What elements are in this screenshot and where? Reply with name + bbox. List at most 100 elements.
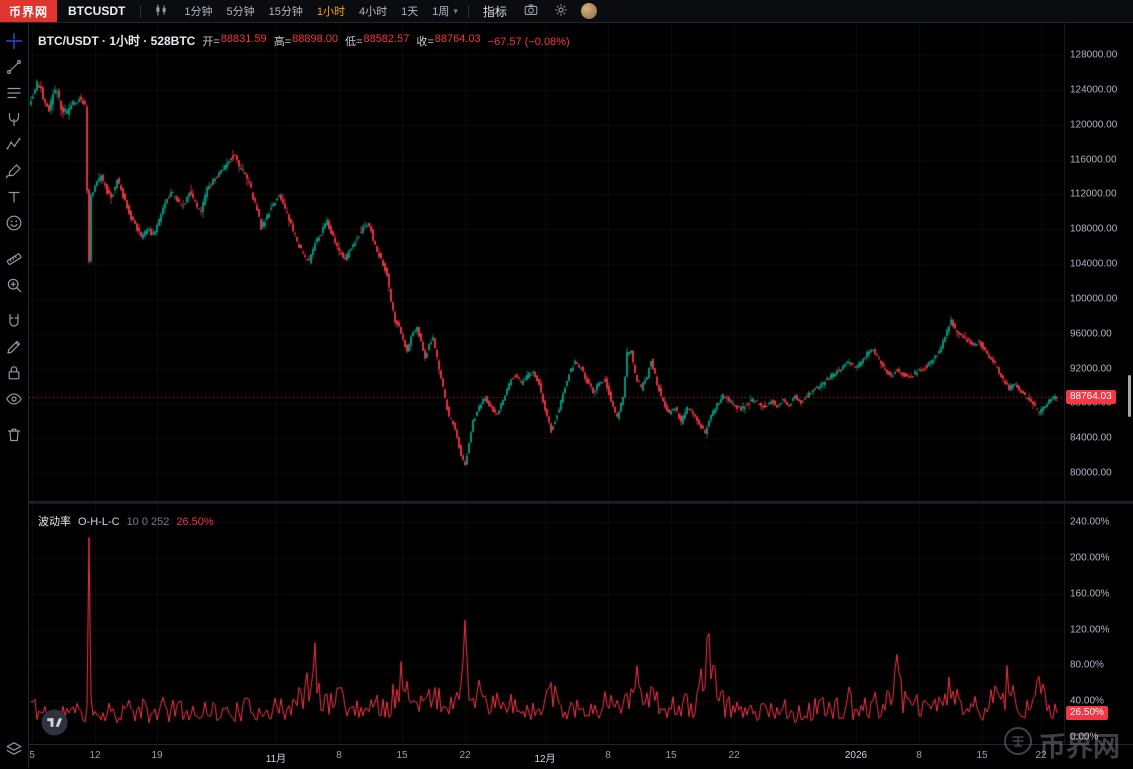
trash-tool-button[interactable] [1,422,27,448]
lock-tool-button[interactable] [1,360,27,386]
volatility-pane: 240.00% 200.00% 160.00% 120.00% 80.00% 40.00%… [29,504,1133,744]
volatility-tick-label: 40.00% [1070,695,1104,707]
eye-tool-button[interactable] [1,386,27,412]
layers-icon [5,740,23,758]
symbol-button[interactable]: BTCUSDT [68,4,126,18]
screenshot-button[interactable] [517,0,545,23]
volatility-legend: 波动率 O-H-L-C 10 0 252 26.50% [38,513,214,529]
fib-lines-tool-button[interactable] [1,80,27,106]
fib-lines-icon [5,84,23,102]
pitchfork-tool-button[interactable] [1,106,27,132]
timeframe-1h[interactable]: 1小时 [310,0,352,22]
pattern-icon [5,136,23,154]
price-tick-label: 104000.00 [1070,258,1118,270]
time-tick-label: 22 [459,750,471,761]
site-logo[interactable]: 币界网 [0,0,58,22]
time-tick-label: 15 [976,750,988,761]
chart-type-button[interactable] [147,0,175,23]
pane-divider[interactable] [29,501,1133,504]
camera-icon [523,2,539,21]
timeframe-1d[interactable]: 1天 [394,0,425,22]
volatility-series: O-H-L-C [78,516,120,528]
tradingview-logo[interactable] [41,709,68,741]
legend-close: 收= 88764.03 [416,33,481,48]
price-axis-scrollbar[interactable] [1128,375,1131,417]
trend-line-tool-button[interactable] [1,54,27,80]
price-pane: 128000.00 124000.00 120000.00 116000.00 1120… [29,23,1133,501]
time-tick-label: 19 [151,750,163,761]
price-tick-label: 120000.00 [1070,119,1118,131]
legend-change: −67.57 (−0.08%) [487,36,570,48]
zoom-tool-button[interactable] [1,272,27,298]
drawing-toolbar [0,23,29,768]
trend-line-icon [5,58,23,76]
brush-icon [5,162,23,180]
gear-icon [553,2,569,21]
time-tick-label: 22 [1035,750,1047,761]
timeframe-dropdown-caret[interactable]: ▾ [453,5,458,16]
settings-button[interactable] [547,0,575,23]
topbar: 币界网 BTCUSDT 1分钟 5分钟 15分钟 1小时 4小时 1天 1周 ▾ 指标 [0,0,1133,23]
timeframe-15m[interactable]: 15分钟 [262,0,310,22]
price-tick-label: 128000.00 [1070,49,1118,61]
text-tool-button[interactable] [1,184,27,210]
price-tick-label: 112000.00 [1070,188,1117,200]
price-tick-label: 124000.00 [1070,84,1118,96]
trash-icon [5,426,23,444]
time-tick-label: 15 [665,750,677,761]
volatility-canvas[interactable] [29,504,1064,744]
volatility-params: 10 0 252 [126,516,170,528]
legend-high: 高= 88898.00 [273,33,339,48]
volatility-value: 26.50% [176,516,214,528]
timeframe-group: 1分钟 5分钟 15分钟 1小时 4小时 1天 1周 ▾ [177,0,462,22]
timeframe-1m[interactable]: 1分钟 [177,0,219,22]
price-tick-label: 108000.00 [1070,223,1118,235]
legend-title: BTC/USDT · 1小时 · 528BTC [38,34,196,48]
candlestick-icon [153,2,169,21]
volatility-value-badge: 26.50% [1066,706,1108,721]
pitchfork-icon [5,110,23,128]
time-tick-label: 5 [29,750,35,761]
crosshair-tool-button[interactable] [1,28,27,54]
volatility-tick-label: 200.00% [1070,552,1110,564]
volatility-tick-label: 120.00% [1070,624,1110,635]
edit-tool-button[interactable] [1,334,27,360]
pattern-tool-button[interactable] [1,132,27,158]
timeframe-1w[interactable]: 1周 [425,0,456,22]
magnet-tool-button[interactable] [1,308,27,334]
legend-open: 开= 88831.59 [202,33,267,48]
time-tick-label: 11月 [265,754,287,765]
emoji-icon [5,214,23,232]
tradingview-icon [41,709,68,740]
last-price-badge: 88764.03 [1066,389,1116,404]
time-tick-label: 8 [916,750,922,761]
volatility-tick-label: 240.00% [1070,516,1110,528]
emoji-tool-button[interactable] [1,210,27,236]
layers-tool-button[interactable] [1,736,27,762]
crosshair-icon [5,32,23,50]
ruler-tool-button[interactable] [1,246,27,272]
time-tick-label: 12月 [534,754,556,765]
volatility-axis[interactable]: 240.00% 200.00% 160.00% 120.00% 80.00% 40.00%… [1064,504,1131,744]
eye-icon [5,390,23,408]
magnet-icon [5,312,23,330]
volatility-name: 波动率 [38,516,71,528]
ruler-icon [5,250,23,268]
timeframe-5m[interactable]: 5分钟 [219,0,261,22]
time-tick-label: 12 [89,750,101,761]
volatility-tick-label: 160.00% [1070,588,1110,600]
timeframe-4h[interactable]: 4小时 [352,0,394,22]
price-axis[interactable]: 128000.00 124000.00 120000.00 116000.00 1120… [1064,23,1131,501]
price-tick-label: 84000.00 [1070,432,1112,444]
user-avatar[interactable] [580,3,597,19]
lock-icon [5,364,23,382]
main-chart-canvas[interactable] [29,23,1064,501]
time-tick-label: 15 [396,750,408,761]
indicators-button[interactable]: 指标 [475,0,515,23]
brush-tool-button[interactable] [1,158,27,184]
topbar-separator [467,4,469,18]
price-tick-label: 80000.00 [1070,467,1112,479]
time-tick-label: 8 [605,750,611,761]
time-tick-label: 22 [728,750,740,761]
time-axis[interactable]: 5 12 19 11月 8 15 22 12月 8 15 22 2026 8 15 22 [29,744,1133,767]
